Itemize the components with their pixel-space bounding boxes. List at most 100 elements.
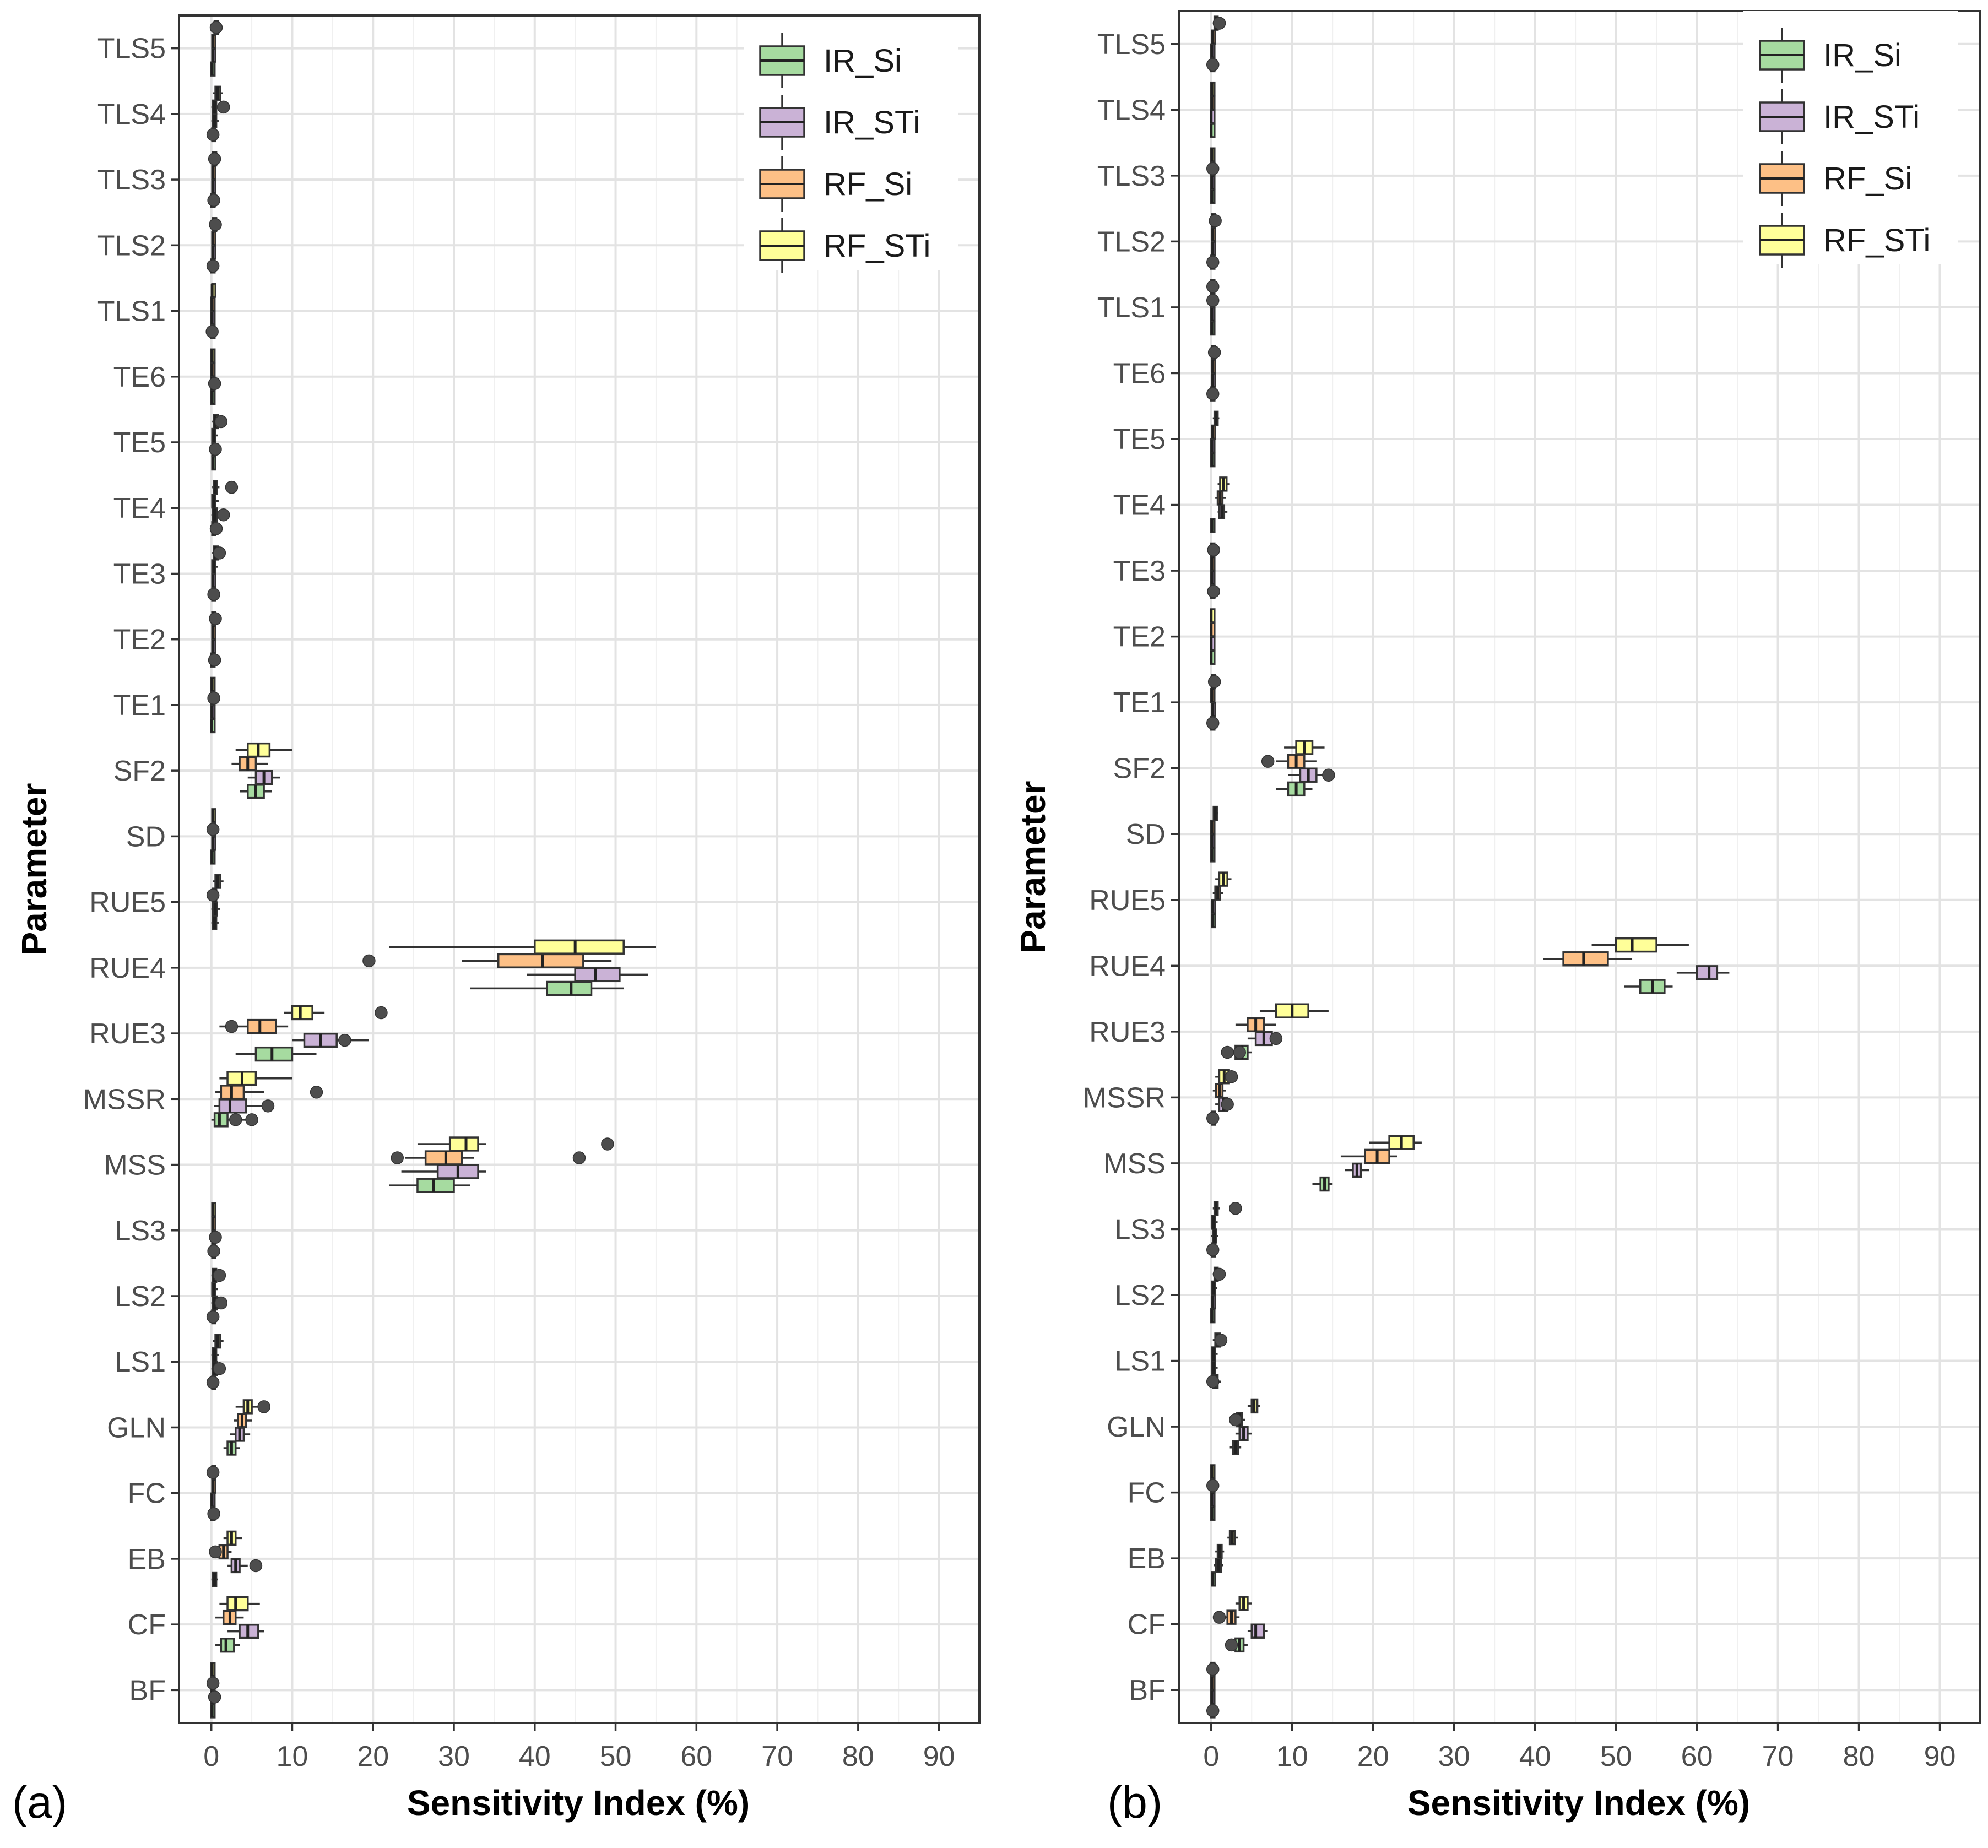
box-TE5-RF_Si bbox=[211, 427, 218, 443]
y-tick-label: LS3 bbox=[1114, 1213, 1166, 1245]
box-TE1-RF_Si bbox=[1210, 687, 1216, 703]
outlier-point bbox=[362, 954, 376, 968]
plot-border bbox=[178, 14, 981, 1724]
x-tick-label: 20 bbox=[357, 1741, 389, 1773]
box-TLS5-IR_STi bbox=[211, 47, 216, 63]
box-CF-RF_Si bbox=[215, 1609, 244, 1625]
outlier-point bbox=[209, 442, 222, 456]
box-RUE3-RF_STi bbox=[284, 1005, 325, 1021]
box-TLS2-IR_STi bbox=[211, 245, 216, 260]
outlier-point bbox=[1206, 162, 1220, 176]
y-tick-label: TLS4 bbox=[97, 99, 166, 131]
outlier-point bbox=[338, 1033, 351, 1047]
box-EB-RF_STi bbox=[223, 1530, 242, 1546]
box-MSS-IR_STi bbox=[1345, 1162, 1369, 1178]
outlier-point bbox=[206, 888, 220, 902]
box-MSS-RF_Si bbox=[1340, 1148, 1397, 1164]
outlier-point bbox=[225, 1020, 239, 1033]
outlier-point bbox=[375, 1006, 388, 1020]
box-TLS4-RF_STi bbox=[1210, 81, 1216, 97]
legend-item-IR_STi: IR_STi bbox=[1759, 89, 1920, 144]
box-SF2-IR_Si bbox=[1276, 781, 1313, 797]
box-TLS5-RF_Si bbox=[1211, 29, 1217, 45]
box-TLS3-IR_STi bbox=[211, 178, 216, 194]
outlier-point bbox=[209, 1231, 222, 1244]
box-SD-IR_Si bbox=[1210, 847, 1216, 863]
box-TLS5-IR_STi bbox=[1210, 43, 1216, 59]
outlier-point bbox=[206, 1310, 220, 1324]
outlier-point bbox=[1212, 1267, 1226, 1281]
legend-item-IR_Si: IR_Si bbox=[1759, 28, 1902, 83]
box-TE3-RF_Si bbox=[211, 559, 218, 575]
box-RUE3-IR_STi bbox=[292, 1032, 369, 1048]
y-tick-label: EB bbox=[1128, 1543, 1166, 1575]
box-TE3-IR_STi bbox=[1210, 570, 1216, 586]
outlier-point bbox=[1233, 1045, 1246, 1059]
box-LS3-RF_Si bbox=[1211, 1215, 1218, 1230]
y-tick-label: SF2 bbox=[1113, 753, 1166, 785]
outlier-point bbox=[1229, 1413, 1242, 1427]
x-tick-label: 60 bbox=[680, 1741, 712, 1773]
box-TE1-RF_STi bbox=[210, 676, 216, 692]
outlier-point bbox=[1206, 1112, 1220, 1125]
y-tick-label: TE5 bbox=[113, 427, 166, 459]
panel-label: (b) bbox=[1107, 1777, 1162, 1828]
x-tick-label: 40 bbox=[519, 1741, 551, 1773]
y-tick-label: TE6 bbox=[1113, 357, 1166, 389]
box-TLS4-RF_Si bbox=[1210, 95, 1216, 111]
y-tick-label: LS3 bbox=[115, 1215, 166, 1247]
box-LS1-RF_STi bbox=[213, 1334, 224, 1349]
outlier-point bbox=[208, 377, 221, 391]
outlier-point bbox=[209, 612, 222, 625]
x-tick-label: 20 bbox=[1357, 1741, 1389, 1773]
box-LS1-RF_Si bbox=[1211, 1346, 1218, 1362]
outlier-point bbox=[249, 1559, 263, 1573]
outlier-point bbox=[214, 415, 228, 429]
outlier-point bbox=[206, 1376, 220, 1389]
box-TLS3-IR_Si bbox=[1210, 188, 1216, 204]
y-tick-label: LS1 bbox=[1114, 1346, 1166, 1378]
box-TLS1-RF_Si bbox=[210, 296, 216, 312]
legend: IR_Si IR_STi RF_Si RF_STi bbox=[1743, 11, 1958, 268]
box-body bbox=[220, 1638, 235, 1653]
outlier-point bbox=[1207, 543, 1220, 557]
outlier-point bbox=[245, 1113, 258, 1126]
x-tick-label: 30 bbox=[438, 1741, 470, 1773]
panel-b: TLS5 TLS4 TLS3 TLS2 TLS1 TE6 TE5 TE4 TE3 TE2 TE1 SF… bbox=[1013, 10, 1981, 1828]
box-MSS-IR_STi bbox=[401, 1164, 486, 1179]
outlier-point bbox=[208, 653, 221, 666]
y-tick-label: TLS2 bbox=[97, 230, 166, 262]
box-TE4-IR_STi bbox=[1217, 504, 1228, 519]
y-axis-title: Parameter bbox=[14, 783, 54, 955]
outlier-point bbox=[1221, 1098, 1234, 1111]
x-tick-label: 70 bbox=[761, 1741, 793, 1773]
y-tick-label: TE1 bbox=[113, 690, 166, 722]
outlier-point bbox=[216, 100, 230, 114]
y-tick-label: CF bbox=[1128, 1609, 1166, 1641]
legend-label: RF_Si bbox=[824, 166, 912, 202]
box-body bbox=[218, 1098, 247, 1114]
outlier-point bbox=[1207, 346, 1221, 359]
box-LS3-RF_Si bbox=[211, 1216, 216, 1231]
box-body bbox=[546, 980, 593, 996]
x-axis-title: Sensitivity Index (%) bbox=[1407, 1783, 1750, 1823]
box-SD-IR_STi bbox=[1210, 833, 1216, 849]
x-tick-label: 50 bbox=[600, 1741, 632, 1773]
box-EB-IR_Si bbox=[211, 1571, 218, 1587]
y-tick-label: SD bbox=[126, 821, 166, 853]
box-TLS4-RF_STi bbox=[213, 85, 223, 101]
legend-label: IR_STi bbox=[1823, 99, 1920, 135]
legend-label: RF_STi bbox=[1823, 223, 1930, 258]
outlier-point bbox=[207, 1507, 220, 1520]
box-MSS-IR_Si bbox=[389, 1178, 470, 1193]
outlier-point bbox=[213, 1269, 226, 1282]
box-TLS4-IR_STi bbox=[211, 113, 219, 129]
outlier-point bbox=[207, 691, 220, 705]
box-TLS2-RF_Si bbox=[211, 231, 216, 246]
x-tick-label: 90 bbox=[1924, 1741, 1956, 1773]
box-TLS1-RF_STi bbox=[210, 283, 216, 298]
outlier-point bbox=[1206, 58, 1220, 72]
outliers bbox=[205, 21, 614, 1704]
y-tick-label: CF bbox=[128, 1609, 166, 1641]
y-tick-label: MSS bbox=[104, 1150, 166, 1182]
